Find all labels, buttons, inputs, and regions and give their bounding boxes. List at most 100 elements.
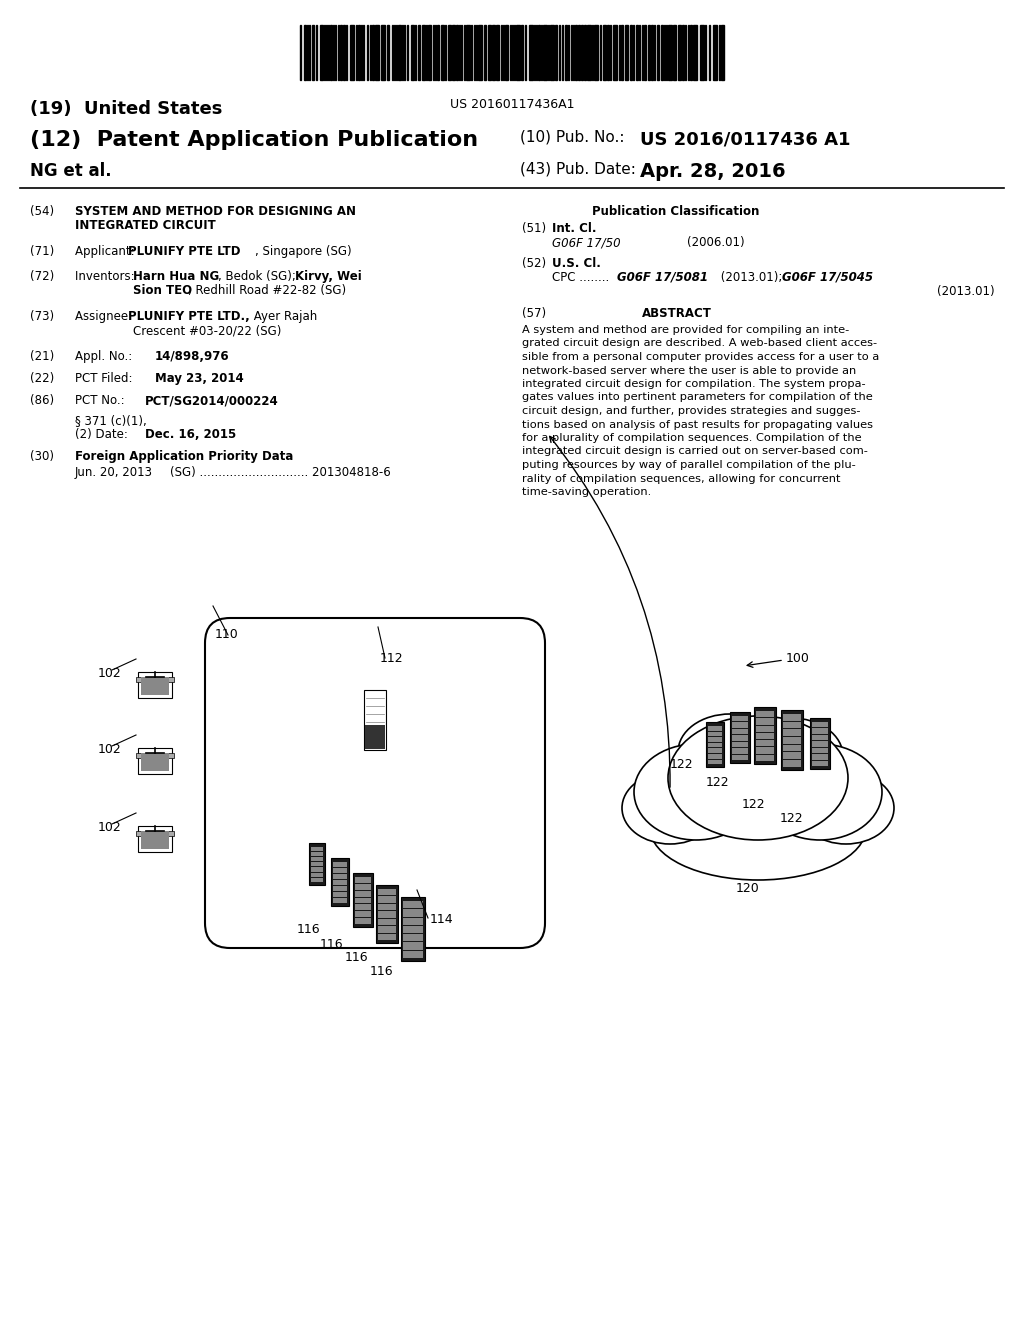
Bar — [456, 25, 458, 81]
Bar — [651, 25, 653, 81]
Text: , Bedok (SG);: , Bedok (SG); — [218, 271, 300, 282]
Bar — [378, 904, 396, 911]
Bar — [340, 25, 342, 81]
Bar — [402, 925, 423, 933]
Bar — [466, 25, 470, 81]
Bar — [402, 935, 423, 941]
Bar — [755, 708, 776, 764]
Bar — [756, 733, 774, 739]
Bar — [587, 25, 591, 81]
Bar — [354, 891, 372, 896]
Bar — [418, 25, 420, 81]
Text: (19)  United States: (19) United States — [30, 100, 222, 117]
Bar — [707, 722, 724, 767]
Text: 122: 122 — [780, 812, 804, 825]
Bar — [812, 722, 827, 727]
Text: 116: 116 — [370, 965, 393, 978]
Text: integrated circuit design for compilation. The system propa-: integrated circuit design for compilatio… — [522, 379, 865, 389]
Text: PCT/SG2014/000224: PCT/SG2014/000224 — [145, 393, 279, 407]
Text: Sion TEO: Sion TEO — [133, 284, 193, 297]
Bar — [402, 902, 423, 908]
Text: for a plurality of compilation sequences. Compilation of the: for a plurality of compilation sequences… — [522, 433, 861, 444]
Bar — [492, 25, 495, 81]
Text: 102: 102 — [98, 821, 122, 834]
Bar — [678, 25, 681, 81]
Text: (2006.01): (2006.01) — [687, 236, 744, 249]
Bar — [709, 748, 722, 752]
Bar — [376, 884, 398, 942]
Bar — [690, 25, 692, 81]
Text: 116: 116 — [297, 923, 321, 936]
Text: (54): (54) — [30, 205, 54, 218]
Bar — [138, 672, 172, 698]
Bar — [136, 752, 174, 758]
Text: G06F 17/50: G06F 17/50 — [552, 236, 621, 249]
Bar — [141, 832, 169, 849]
Bar — [402, 909, 423, 916]
Text: Ayer Rajah: Ayer Rajah — [250, 310, 317, 323]
Bar — [354, 919, 372, 924]
Bar — [529, 25, 534, 81]
Bar — [662, 25, 663, 81]
Text: US 2016/0117436 A1: US 2016/0117436 A1 — [640, 129, 851, 148]
Bar — [441, 25, 444, 81]
Text: (2013.01);: (2013.01); — [717, 271, 786, 284]
Bar — [709, 743, 722, 747]
Bar — [782, 760, 802, 767]
Bar — [521, 25, 523, 81]
Ellipse shape — [758, 744, 882, 840]
Text: PLUNIFY PTE LTD: PLUNIFY PTE LTD — [128, 246, 241, 257]
Bar — [330, 25, 332, 81]
Ellipse shape — [650, 776, 866, 880]
Ellipse shape — [668, 715, 848, 840]
Bar — [709, 731, 722, 737]
Text: 116: 116 — [345, 950, 369, 964]
Bar — [350, 25, 354, 81]
Bar — [756, 755, 774, 760]
Text: PCT No.:: PCT No.: — [75, 393, 125, 407]
Text: PLUNIFY PTE LTD.,: PLUNIFY PTE LTD., — [128, 310, 250, 323]
Bar — [756, 741, 774, 746]
Bar — [378, 888, 396, 895]
Text: (10) Pub. No.:: (10) Pub. No.: — [520, 129, 625, 145]
Bar — [402, 950, 423, 958]
Text: A system and method are provided for compiling an inte-: A system and method are provided for com… — [522, 325, 849, 335]
Bar — [630, 25, 632, 81]
Bar — [402, 942, 423, 949]
Ellipse shape — [622, 772, 718, 843]
Ellipse shape — [634, 744, 758, 840]
Text: (2013.01): (2013.01) — [937, 285, 994, 298]
Bar — [730, 711, 750, 763]
Text: (SG) ............................. 201304818-6: (SG) ............................. 20130… — [170, 466, 391, 479]
Bar — [543, 25, 547, 81]
Text: (22): (22) — [30, 372, 54, 385]
Text: Int. Cl.: Int. Cl. — [552, 222, 597, 235]
Text: (30): (30) — [30, 450, 54, 463]
Text: Jun. 20, 2013: Jun. 20, 2013 — [75, 466, 153, 479]
Bar — [782, 714, 802, 721]
Bar — [364, 690, 386, 750]
Text: 112: 112 — [380, 652, 403, 665]
Text: puting resources by way of parallel compilation of the plu-: puting resources by way of parallel comp… — [522, 459, 856, 470]
Bar — [756, 718, 774, 725]
Text: (21): (21) — [30, 350, 54, 363]
Bar — [709, 754, 722, 759]
Bar — [516, 25, 520, 81]
Bar — [484, 25, 486, 81]
Text: 122: 122 — [670, 758, 693, 771]
Bar — [311, 867, 323, 871]
Bar — [648, 25, 650, 81]
Bar — [756, 726, 774, 731]
Bar — [141, 752, 169, 771]
Bar — [732, 755, 748, 760]
Text: CPC ........: CPC ........ — [552, 271, 609, 284]
Bar — [812, 754, 827, 759]
Bar — [304, 25, 306, 81]
Bar — [657, 25, 659, 81]
Bar — [141, 677, 169, 696]
Text: Foreign Application Priority Data: Foreign Application Priority Data — [75, 450, 293, 463]
Text: 120: 120 — [736, 882, 760, 895]
Text: ABSTRACT: ABSTRACT — [642, 308, 712, 319]
Bar — [812, 735, 827, 741]
Bar — [311, 853, 323, 857]
